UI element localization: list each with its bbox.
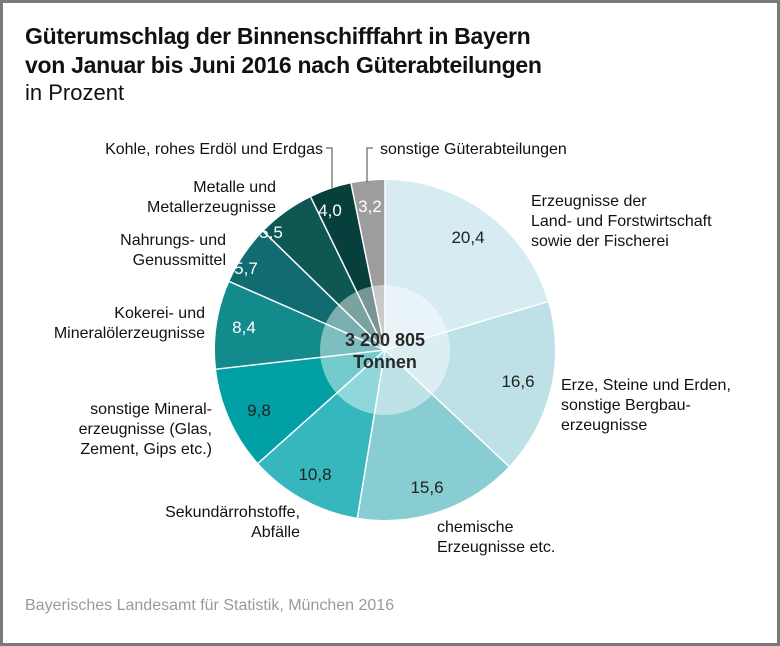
title-line-2: von Januar bis Juni 2016 nach Güterabtei… [25,52,542,78]
slice-separator [350,183,386,351]
category-label: Nahrungs- und Genussmittel [120,232,226,269]
center-label: 3 200 805 [345,330,425,350]
slice-separator [384,349,510,467]
data-label: 8,4 [232,318,256,337]
title-line-1: Güterumschlag der Binnenschifffahrt in B… [25,23,531,49]
data-label: 16,6 [501,372,534,391]
pie-slice [385,180,548,350]
pie-slices [215,180,555,521]
slice-separator [310,196,386,351]
pie-slice [357,350,509,521]
data-label: 10,8 [298,465,331,484]
chart-title: Güterumschlag der Binnenschifffahrt in B… [25,22,542,80]
slice-separator [384,300,549,351]
data-label: 4,0 [318,201,342,220]
category-label: Kohle, rohes Erdöl und Erdgas [105,141,323,158]
source-note: Bayerisches Landesamt für Statistik, Mün… [25,597,395,614]
data-label: 5,7 [234,259,258,278]
pie-slice [385,301,555,467]
data-label: 9,8 [247,401,271,420]
pie-slice [258,350,385,518]
data-label: 5,5 [259,223,283,242]
slice-separator [216,349,386,370]
category-label: Erzeugnisse der Land- und Forstwirtschaft… [531,193,712,250]
slice-separator [257,349,386,464]
pie-slice [216,350,385,464]
category-label: Erze, Steine und Erden, sonstige Bergbau-… [561,377,731,434]
pie-slice [263,197,385,350]
data-label: 20,4 [451,228,484,247]
category-label: chemische Erzeugnisse etc. [437,519,555,556]
data-label: 15,6 [410,478,443,497]
slice-separator [262,230,386,351]
category-label: Kokerei- und Mineralölerzeugnisse [54,305,205,342]
pie-slice [229,231,385,350]
category-label: sonstige Güterabteilungen [380,141,567,158]
pie-slice [215,281,385,370]
center-label: Tonnen [353,352,417,372]
leader-line [366,147,373,182]
data-label: 3,2 [358,197,382,216]
slice-separator [356,349,386,518]
chart-subtitle: in Prozent [25,80,125,105]
leader-line [326,147,333,188]
slice-separator [229,280,386,351]
pie-slice [310,183,385,350]
category-label: Metalle und Metallerzeugnisse [147,179,276,216]
category-label: sonstige Mineral-erzeugnisse (Glas, Zemen… [79,401,212,458]
category-label: Sekundärrohstoffe, Abfälle [165,504,300,541]
